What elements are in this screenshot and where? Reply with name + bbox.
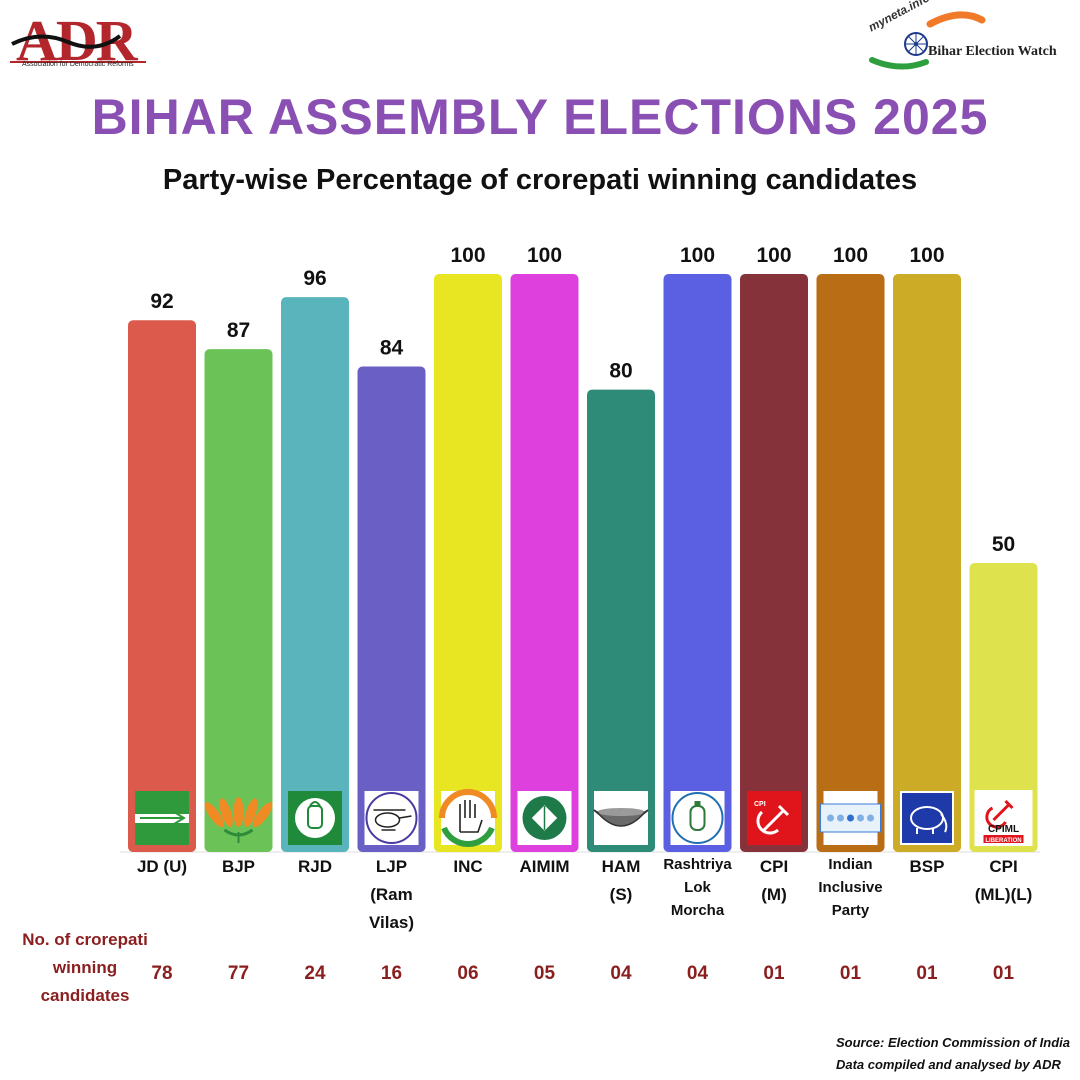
- crorepati-count: 78: [151, 963, 173, 984]
- page-title: BIHAR ASSEMBLY ELECTIONS 2025: [91, 89, 989, 145]
- category-label: AIMIM: [499, 853, 591, 881]
- bar: [893, 274, 961, 852]
- category-label: INC: [422, 853, 514, 881]
- source-line: Source: Election Commission of India: [835, 1035, 1070, 1050]
- data-label: 80: [609, 360, 632, 383]
- hammer-sickle-liberation-icon: CPIML LIBERATION: [974, 790, 1033, 846]
- lantern-icon: [288, 791, 342, 845]
- wok-icon: [593, 791, 649, 845]
- helicopter-icon: [364, 791, 419, 845]
- data-label: 84: [380, 336, 404, 359]
- category-label-line: Rashtriya: [663, 856, 732, 873]
- category-label-line: CPI: [759, 857, 789, 876]
- data-label: 100: [909, 244, 944, 267]
- crorepati-count: 01: [992, 963, 1015, 984]
- crorepati-count: 01: [763, 963, 785, 984]
- bar: [357, 366, 426, 852]
- data-label: 96: [303, 267, 326, 290]
- bar: [281, 297, 349, 852]
- category-label-line: JD (U): [136, 857, 188, 876]
- symbol-text: CPIML: [988, 824, 1019, 835]
- kite-icon: [517, 791, 572, 845]
- data-label: 92: [150, 290, 173, 313]
- category-label-line: Inclusive: [818, 879, 883, 896]
- crorepati-count: 16: [380, 963, 403, 984]
- hammer-sickle-icon: CPI: [747, 791, 801, 845]
- bar: [969, 563, 1038, 852]
- hand-icon: [439, 789, 497, 847]
- bar: [740, 274, 808, 852]
- category-label: Rashtriya Lok Morcha: [652, 853, 744, 922]
- category-label: Indian Inclusive Party: [805, 853, 897, 922]
- category-label-line: (S): [609, 885, 633, 904]
- ship-icon: [820, 791, 881, 845]
- category-label-line: Party: [831, 902, 870, 919]
- bar: [204, 349, 273, 852]
- crorepati-count: 05: [533, 963, 556, 984]
- category-label-line: Morcha: [670, 902, 725, 919]
- category-label: HAM (S): [575, 853, 667, 909]
- adr-swoosh-icon: [10, 34, 146, 63]
- data-label: 100: [833, 244, 868, 267]
- category-label: RJD: [269, 853, 361, 881]
- bar: [434, 274, 502, 852]
- crorepati-count: 01: [839, 963, 862, 984]
- bar: [816, 274, 885, 852]
- category-label-line: Indian: [828, 856, 873, 873]
- category-label: CPI (ML)(L): [958, 853, 1050, 909]
- data-label: 100: [450, 244, 485, 267]
- gas-cylinder-icon: [670, 791, 725, 845]
- category-label-line: BJP: [221, 857, 256, 876]
- crorepati-count: 04: [686, 963, 709, 984]
- arrow-flag-icon: [135, 791, 189, 845]
- category-label: CPI (M): [728, 853, 820, 909]
- category-label-line: RJD: [297, 857, 332, 876]
- adr-full-name: Association for Democratic Reforms: [22, 61, 134, 68]
- category-label-line: Lok: [684, 879, 711, 896]
- category-label-line: (Ram: [370, 885, 413, 904]
- data-label: 100: [756, 244, 791, 267]
- category-label-line: HAM: [601, 857, 641, 876]
- data-label: 100: [680, 244, 715, 267]
- source-note: Source: Election Commission of India Dat…: [836, 1032, 1070, 1076]
- data-label: 100: [527, 244, 562, 267]
- crorepati-count: 04: [610, 963, 632, 984]
- category-label: JD (U): [116, 853, 208, 881]
- category-label-line: LJP: [375, 857, 408, 876]
- category-label: BJP: [193, 853, 285, 881]
- bar: [128, 320, 196, 852]
- analysis-line: Data compiled and analysed by ADR: [835, 1057, 1061, 1072]
- lotus-icon: [204, 797, 273, 843]
- bar: [510, 274, 579, 852]
- data-label: 87: [227, 319, 250, 342]
- bar: [587, 389, 655, 852]
- category-label-line: (M): [761, 885, 787, 904]
- category-label-line: AIMIM: [519, 857, 570, 876]
- symbol-text: CPI: [754, 801, 766, 808]
- category-label-line: CPI: [989, 857, 1018, 876]
- crorepati-count: 24: [304, 963, 326, 984]
- data-label: 50: [992, 533, 1015, 556]
- category-label: LJP (Ram Vilas): [346, 853, 438, 937]
- myneta-logo-icon: [869, 11, 986, 70]
- crorepati-count: 01: [916, 963, 938, 984]
- chart-subtitle: Party-wise Percentage of crorepati winni…: [162, 164, 918, 196]
- symbol-text: LIBERATION: [985, 838, 1021, 844]
- crorepati-count: 06: [457, 963, 479, 984]
- elephant-icon: [900, 791, 954, 845]
- bar: [663, 274, 732, 852]
- category-label-line: Vilas): [368, 913, 415, 932]
- category-label-line: BSP: [909, 857, 945, 876]
- category-label-line: (ML)(L): [974, 885, 1033, 904]
- category-label: BSP: [881, 853, 973, 881]
- bihar-election-watch: Bihar Election Watch: [928, 44, 1057, 59]
- category-label-line: INC: [453, 857, 483, 876]
- crorepati-count: 77: [227, 963, 250, 984]
- count-heading: No. of crorepati winning candidates: [22, 930, 148, 1005]
